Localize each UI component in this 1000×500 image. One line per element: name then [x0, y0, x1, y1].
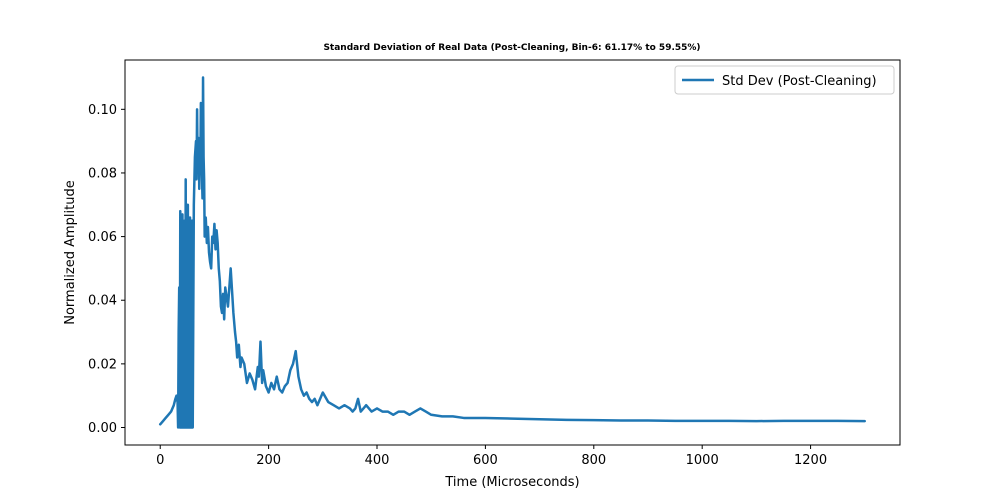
x-tick-label: 600	[473, 453, 498, 468]
y-axis-label: Normalized Amplitude	[63, 180, 78, 324]
x-axis-label: Time (Microseconds)	[444, 475, 579, 490]
y-tick-label: 0.00	[88, 421, 117, 436]
y-axis: 0.00 0.02 0.04 0.06 0.08 0.10	[88, 103, 125, 436]
x-axis: 0 200 400 600 800 1000 1200	[156, 445, 827, 468]
y-tick-label: 0.10	[88, 103, 117, 118]
y-tick-label: 0.04	[88, 294, 117, 309]
plot-area	[124, 59, 901, 446]
y-tick-label: 0.06	[88, 230, 117, 245]
x-tick-label: 200	[256, 453, 281, 468]
x-tick-label: 400	[365, 453, 390, 468]
x-tick-label: 0	[156, 453, 164, 468]
y-tick-label: 0.08	[88, 166, 117, 181]
chart-title: Standard Deviation of Real Data (Post-Cl…	[323, 43, 700, 53]
x-tick-label: 1200	[794, 453, 827, 468]
legend: Std Dev (Post-Cleaning)	[674, 65, 895, 95]
legend-box	[674, 65, 895, 95]
legend-label: Std Dev (Post-Cleaning)	[722, 74, 877, 89]
series-line	[158, 76, 867, 429]
y-tick-label: 0.02	[88, 357, 117, 372]
x-tick-label: 1000	[686, 453, 719, 468]
x-tick-label: 800	[581, 453, 606, 468]
series-layer	[158, 76, 867, 429]
